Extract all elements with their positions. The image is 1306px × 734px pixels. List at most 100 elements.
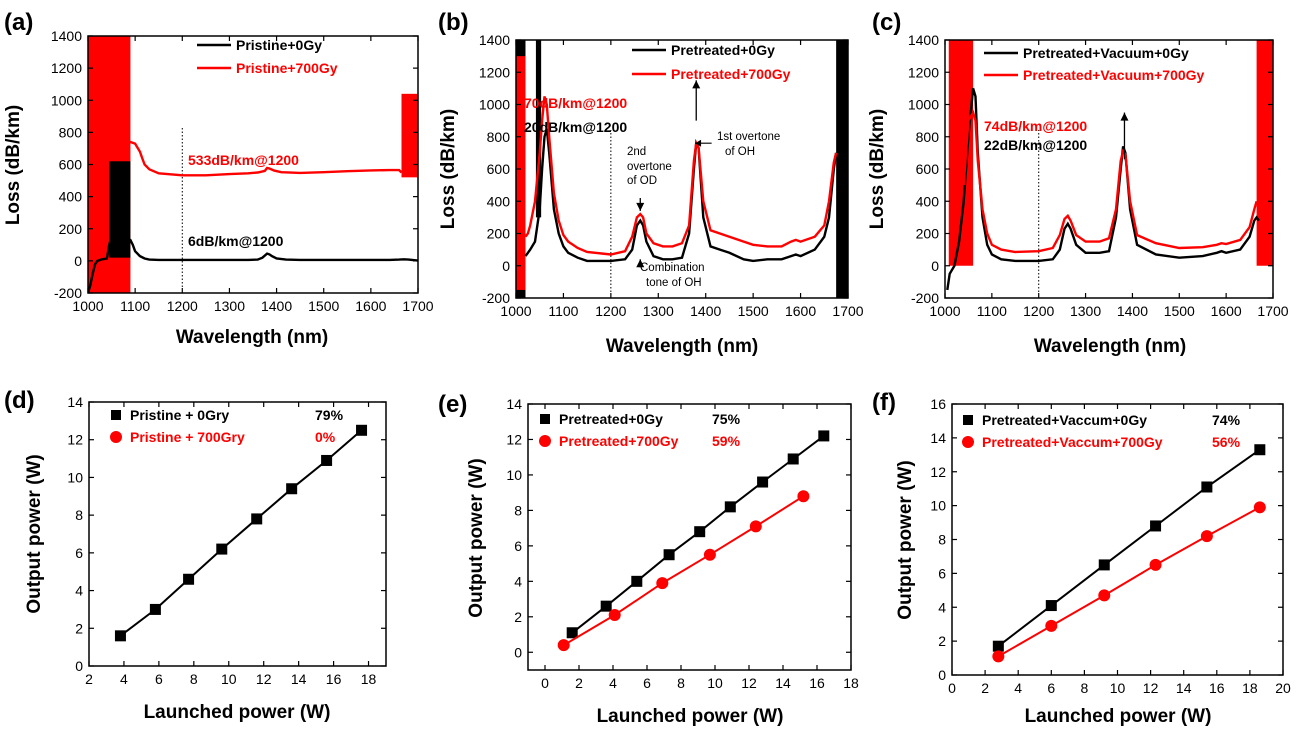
x-tick-label: 2: [85, 671, 93, 687]
data-point-square: [1254, 444, 1266, 456]
data-point-circle: [1045, 619, 1058, 632]
annotation-arrowhead: [636, 259, 645, 268]
x-tick-label: 1000: [72, 298, 103, 314]
panel-label: (e): [438, 391, 467, 418]
legend-label: Pretreated+700Gy: [559, 433, 679, 449]
x-tick-label: 16: [326, 671, 342, 687]
noise-band: [1256, 40, 1273, 266]
x-tick-label: 1000: [929, 303, 960, 319]
panel-a: (a) 1000 1100 1200 1300 1400 1500 1600 1700 -200 0…: [3, 9, 434, 348]
plot-data: [88, 36, 418, 293]
x-tick-label: 1700: [402, 298, 433, 314]
legend: Pristine + 0Gry 79% Pristine + 700Gry 0%: [110, 407, 344, 445]
x-tick-label: 1500: [1164, 303, 1195, 319]
noise-band: [535, 40, 542, 218]
x-tick-label: 1300: [1070, 303, 1101, 319]
y-tick-label: 1000: [479, 97, 510, 113]
x-tick-label: 1100: [120, 298, 150, 314]
legend-label: Pretreated+0Gy: [559, 411, 663, 427]
y-tick-label: 400: [59, 189, 83, 205]
legend-efficiency: 79%: [315, 407, 344, 423]
x-tick-label: 1200: [1023, 303, 1054, 319]
annotation: of OD: [627, 175, 657, 187]
y-tick-label: 600: [59, 157, 83, 173]
x-tick-label: 8: [677, 675, 685, 691]
y-tick-label: 4: [75, 583, 83, 599]
x-tick-label: 12: [256, 671, 272, 687]
panel-label: (a): [4, 9, 33, 36]
data-point-square: [1201, 481, 1213, 493]
x-tick-label: 16: [809, 675, 825, 691]
x-tick-label: 10: [221, 671, 237, 687]
data-point-circle: [1200, 530, 1213, 543]
x-tick-label: 18: [1242, 680, 1258, 696]
panel-e: (e) 0 2 4 6 8 10 12 14 16 18 0 2 4 6 8 10 12 14 Launched po…: [438, 391, 859, 727]
panel-label: (d): [4, 387, 35, 414]
legend: Pretreated+0Gy Pretreated+700Gy: [632, 42, 791, 82]
annotation: 2nd: [627, 146, 646, 158]
legend-label: Pretreated+700Gy: [671, 66, 791, 82]
data-point-circle: [1149, 558, 1162, 571]
x-tick-label: 6: [1047, 680, 1055, 696]
y-tick-label: 1400: [908, 32, 939, 48]
data-point-circle: [656, 577, 669, 590]
x-tick-label: 1500: [738, 303, 769, 319]
legend-label: Pristine + 0Gry: [130, 407, 229, 423]
data-point-circle: [1253, 501, 1266, 514]
panel-c: (c) 1000 1100 1200 1300 1400 1500 1600 1700 -200 0…: [867, 9, 1289, 357]
x-tick-label: 2: [981, 680, 989, 696]
x-tick-label: 10: [1110, 680, 1126, 696]
legend-label: Pristine + 700Gry: [130, 429, 245, 445]
plot-data: [946, 40, 1273, 292]
x-tick-label: 6: [643, 675, 651, 691]
data-point-circle: [1098, 589, 1111, 602]
x-tick-label: 20: [1275, 680, 1291, 696]
annotation: 20dB/km@1200: [524, 119, 627, 135]
y-tick-label: 10: [930, 498, 946, 514]
data-point-square: [787, 453, 799, 465]
x-tick-label: 2: [575, 675, 583, 691]
data-point-square: [321, 454, 333, 466]
y-tick-label: 10: [506, 467, 522, 483]
x-axis-title: Launched power (W): [144, 702, 331, 723]
legend-swatch-circle: [539, 435, 551, 447]
y-tick-label: -200: [911, 290, 939, 306]
data-point-square: [992, 640, 1004, 652]
annotation: 22dB/km@1200: [984, 137, 1087, 153]
y-tick-label: -200: [482, 290, 510, 306]
x-tick-label: 1600: [1211, 303, 1242, 319]
x-tick-label: 1300: [214, 298, 245, 314]
noise-band: [109, 161, 131, 258]
data-point-circle: [797, 490, 810, 503]
x-tick-label: 18: [843, 675, 859, 691]
y-tick-label: 800: [59, 124, 83, 140]
x-tick-label: 1600: [355, 298, 386, 314]
x-tick-label: 1500: [308, 298, 339, 314]
y-tick-label: 14: [930, 430, 946, 446]
data-point-square: [251, 513, 263, 525]
series-line-0: [524, 128, 838, 263]
y-tick-label: 6: [514, 538, 522, 554]
data-point-circle: [749, 520, 762, 533]
x-tick-label: 1200: [167, 298, 198, 314]
data-point-square: [216, 543, 228, 555]
y-tick-label: 16: [930, 396, 946, 412]
x-tick-label: 4: [120, 671, 128, 687]
data-point-square: [631, 575, 643, 587]
y-tick-label: 6: [938, 565, 946, 581]
y-tick-label: 1200: [479, 64, 510, 80]
x-axis-title: Launched power (W): [597, 706, 784, 727]
series-line-0: [88, 234, 418, 293]
panel-f: (f) 0 2 4 6 8 10 12 14 16 18 20 0 2 4 6 8 10 12 14 16 Launche…: [872, 389, 1291, 727]
data-point-square: [149, 603, 161, 615]
legend: Pretreated+Vaccum+0Gy 74% Pretreated+Vaccu…: [962, 412, 1241, 450]
x-tick-label: 1100: [548, 303, 578, 319]
annotation-arrowhead: [695, 139, 702, 147]
legend-label: Pristine+700Gy: [236, 60, 338, 76]
data-point-square: [724, 501, 736, 513]
series-line-1: [962, 109, 1258, 254]
x-tick-label: 0: [541, 675, 549, 691]
x-tick-label: 14: [1176, 680, 1192, 696]
x-tick-label: 14: [291, 671, 307, 687]
